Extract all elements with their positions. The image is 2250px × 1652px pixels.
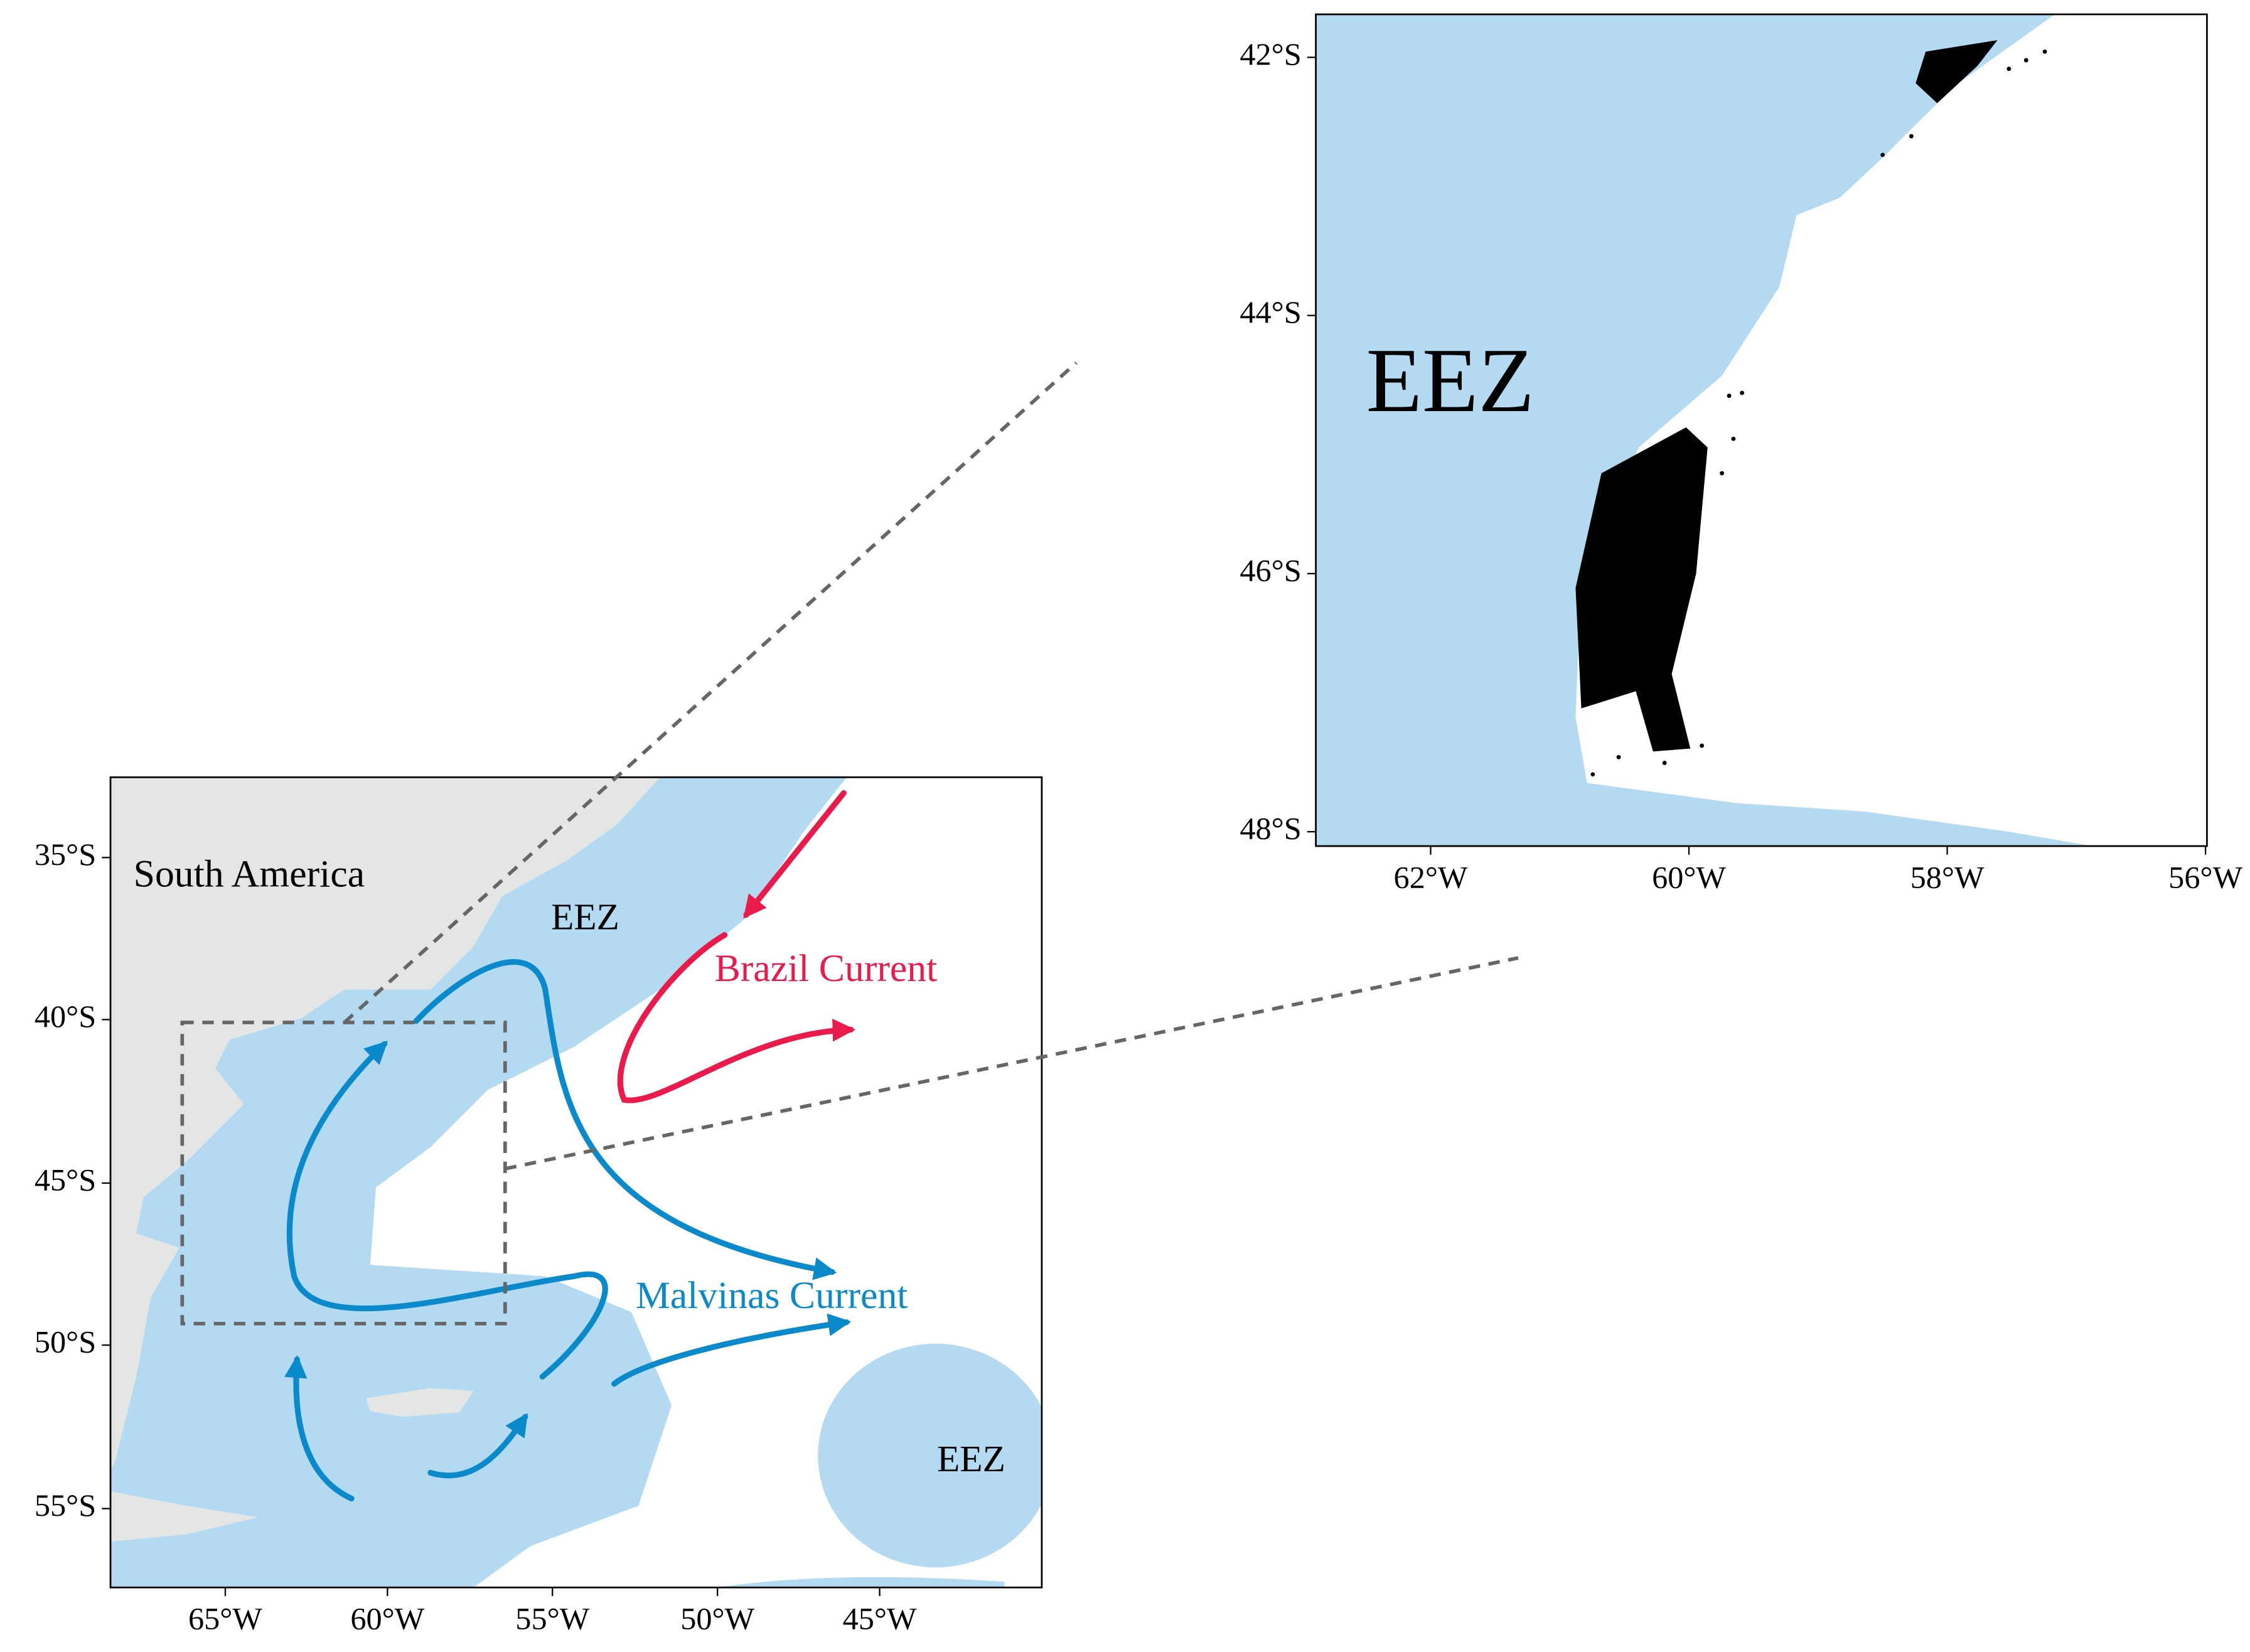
y-tick-label: 42°S [1240,36,1301,72]
y-tick-label: 48°S [1240,811,1301,846]
y-tick-label: 35°S [35,837,96,872]
x-tick-label: 62°W [1394,859,1468,894]
y-tick-label: 44°S [1240,294,1301,330]
islands [366,1388,474,1417]
eez-region [1315,14,2093,846]
zoom-box [180,1021,507,1326]
eez-label: EEZ [937,1438,1005,1479]
x-tick-label: 45°W [843,1601,917,1636]
fishing-points [1915,40,1998,104]
inset-map-area [1315,14,2207,846]
land [110,777,660,1470]
malvinas-arrow [413,959,837,1280]
eez-label: EEZ [551,896,619,937]
continent-label: South America [134,852,365,895]
x-tick-label: 65°W [188,1601,262,1636]
currents [284,790,856,1502]
inset-map-frame [1315,13,2208,847]
x-tick-label: 55°W [515,1601,589,1636]
main-map-ticks: 65°W 60°W 55°W 50°W 45°W 35°S 40°S 45°S 50°S 55°S [35,837,917,1636]
fishing-points [1575,427,1708,752]
fishing-points-scatter [1590,49,2047,777]
zoom-line [343,361,1078,1024]
x-tick-label: 58°W [1910,859,1985,894]
x-tick-label: 56°W [2168,859,2242,894]
x-tick-label: 50°W [680,1601,754,1636]
y-tick-label: 45°S [35,1162,96,1197]
inset-map-ticks: 62°W 60°W 58°W 56°W 42°S 44°S 46°S 48°S [1240,36,2242,894]
malvinas-arrow [427,1413,528,1479]
y-tick-label: 40°S [35,999,96,1034]
brazil-arrow [743,790,847,919]
brazil-arrow [617,932,856,1103]
tierra-del-fuego [110,1491,259,1542]
x-tick-label: 60°W [1652,859,1726,894]
current-label: Brazil Current [715,947,938,990]
y-tick-label: 46°S [1240,552,1301,587]
malvinas-arrow [611,1313,852,1387]
malvinas-arrow [284,1354,355,1502]
eez-east [818,1343,1042,1568]
malvinas-arrow [286,1041,608,1380]
current-label: Malvinas Current [636,1274,908,1317]
y-tick-label: 55°S [35,1488,96,1523]
x-tick-label: 60°W [350,1601,424,1636]
inset-eez-label: EEZ [1366,330,1535,431]
main-map-area [110,777,1042,1588]
y-tick-label: 50°S [35,1324,96,1360]
eez-south [717,1577,1005,1588]
